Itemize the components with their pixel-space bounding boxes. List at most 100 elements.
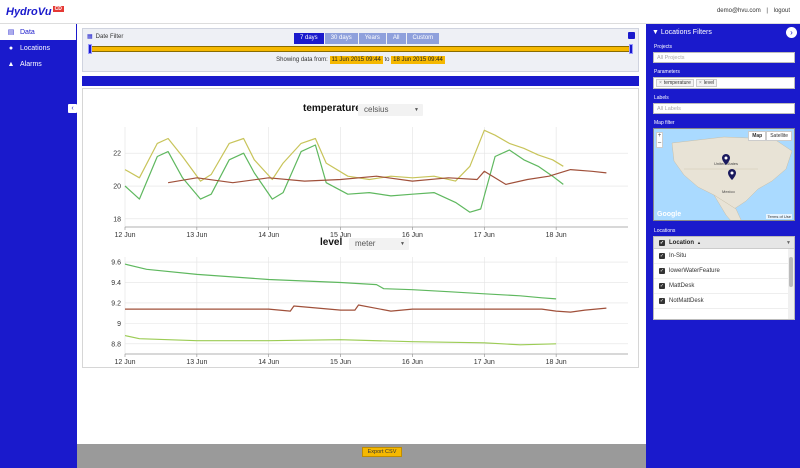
temperature-chart: 18 20 22 12 Jun 13 Jun 14 Jun 15 Jun 16 Jun 17 J… — [113, 127, 628, 239]
minimize-icon[interactable] — [628, 32, 635, 39]
sort-asc-icon[interactable]: ▲ — [697, 240, 701, 245]
filter-icon: ▼ — [652, 29, 659, 36]
row-checkbox[interactable]: ✓ — [659, 253, 665, 259]
location-name: MattDesk — [669, 283, 695, 289]
select-all-checkbox[interactable]: ✓ — [659, 239, 665, 246]
level-unit-select[interactable]: meter ▼ — [349, 238, 409, 250]
app-logo[interactable]: HydroVu CD — [6, 6, 64, 18]
user-email[interactable]: demo@hvu.com — [716, 8, 761, 14]
x-tick-label: 14 Jun — [258, 359, 279, 366]
row-checkbox[interactable]: ✓ — [659, 283, 665, 289]
y-tick-label: 18 — [113, 216, 121, 223]
map-filter-label: Map filter — [654, 120, 675, 126]
sidebar-item-data[interactable]: ▤ Data — [0, 24, 76, 40]
map-land — [671, 136, 793, 220]
tab-custom[interactable]: Custom — [406, 33, 440, 44]
export-csv-button[interactable]: Export CSV — [362, 447, 402, 457]
zoom-controls[interactable]: + – — [656, 132, 663, 148]
slider-start-handle[interactable] — [88, 44, 92, 54]
parameters-input[interactable]: × temperature × level — [653, 77, 795, 89]
google-logo: Google — [657, 211, 682, 218]
column-menu-icon[interactable]: ▼ — [786, 239, 791, 246]
locations-table: ✓ Location ▲ ▼ ✓ In-Situ ✓ lowerWaterFeatu… — [653, 236, 795, 320]
locations-label: Locations — [654, 228, 676, 234]
location-column-header[interactable]: Location — [669, 239, 694, 246]
labels-input[interactable]: All Labels — [653, 103, 795, 114]
location-name: NotMattDesk — [669, 298, 704, 304]
zoom-out-icon[interactable]: – — [657, 140, 662, 146]
y-tick-label: 9 — [117, 321, 121, 328]
x-tick-label: 17 Jun — [474, 359, 495, 366]
left-sidebar: ▤ Data ● Locations ▲ Alarms ‹ — [0, 24, 77, 468]
tab-30-days[interactable]: 30 days — [324, 33, 358, 44]
row-checkbox[interactable]: ✓ — [659, 298, 665, 304]
x-tick-label: 12 Jun — [114, 232, 135, 239]
range-to-word: to — [384, 57, 390, 63]
series-line-1 — [124, 144, 564, 213]
range-from: 11 Jun 2015 09:44 — [329, 56, 383, 64]
tab-all[interactable]: All — [386, 33, 406, 44]
map-filter[interactable]: + – Map Satellite United States Mexico G… — [653, 128, 795, 221]
map-pin-icon: ● — [8, 44, 14, 52]
date-filter-title: ▦ Date Filter — [87, 33, 123, 40]
chevron-right-icon[interactable]: › — [786, 27, 797, 38]
location-row[interactable]: ✓ In-Situ — [654, 249, 794, 264]
map-label-mexico: Mexico — [722, 189, 735, 194]
chevron-left-icon[interactable]: ‹ — [68, 104, 77, 113]
parameter-tag[interactable]: × temperature — [656, 79, 694, 87]
parameters-label: Parameters — [654, 69, 680, 75]
sidebar-item-label: Data — [20, 28, 35, 36]
locations-scrollbar[interactable] — [788, 249, 794, 319]
projects-label: Projects — [654, 44, 673, 50]
location-row[interactable]: ✓ NotMattDesk — [654, 294, 794, 309]
x-tick-label: 15 Jun — [330, 232, 351, 239]
tab-map[interactable]: Map — [748, 131, 767, 141]
map-pin-icon[interactable] — [728, 169, 736, 180]
divider: | — [766, 8, 768, 14]
tab-7-days[interactable]: 7 days — [294, 33, 324, 44]
row-checkbox[interactable]: ✓ — [659, 268, 665, 274]
logout-link[interactable]: logout — [773, 8, 790, 14]
series-line-2 — [124, 335, 557, 346]
location-name: lowerWaterFeature — [669, 268, 720, 274]
x-tick-label: 12 Jun — [114, 359, 135, 366]
series-line-0 — [124, 263, 557, 300]
logo-badge: CD — [52, 6, 64, 12]
temperature-unit-select[interactable]: celsius ▼ — [358, 104, 423, 116]
filter-panel-title: ▼ Locations Filters — [652, 29, 712, 36]
tab-satellite[interactable]: Satellite — [766, 131, 792, 141]
terms-link[interactable]: Terms of Use — [766, 214, 792, 219]
locations-filter-panel: ▼ Locations Filters › Projects All Proje… — [648, 24, 800, 468]
chart-icon: ▤ — [7, 29, 15, 36]
close-icon[interactable]: × — [659, 80, 662, 86]
sidebar-item-locations[interactable]: ● Locations — [0, 40, 76, 56]
y-tick-label: 22 — [113, 151, 121, 158]
sidebar-item-alarms[interactable]: ▲ Alarms — [0, 56, 76, 72]
parameter-tag[interactable]: × level — [695, 79, 718, 87]
temperature-unit-value: celsius — [364, 105, 389, 114]
date-range-tabs: 7 days 30 days Years All Custom — [294, 33, 440, 44]
chart-section-header — [82, 76, 639, 86]
chevron-down-icon: ▼ — [414, 107, 419, 113]
level-chart: 8.8 9 9.2 9.4 9.6 12 Jun 13 Jun 14 Jun 15 Jun 16 … — [111, 257, 628, 366]
chevron-down-icon: ▼ — [400, 241, 405, 247]
scrollbar-thumb[interactable] — [789, 257, 793, 287]
x-tick-label: 16 Jun — [402, 232, 423, 239]
location-row[interactable]: ✓ lowerWaterFeature — [654, 264, 794, 279]
slider-end-handle[interactable] — [629, 44, 633, 54]
location-row[interactable]: ✓ MattDesk — [654, 279, 794, 294]
series-line-0 — [124, 129, 564, 182]
parameter-tag-label: temperature — [663, 80, 691, 86]
map-pin-icon[interactable] — [722, 154, 730, 165]
close-icon[interactable]: × — [698, 80, 702, 86]
projects-input[interactable]: All Projects — [653, 52, 795, 63]
date-range-slider[interactable] — [88, 44, 633, 54]
y-tick-label: 8.8 — [111, 341, 121, 348]
bell-icon: ▲ — [7, 60, 15, 68]
tab-years[interactable]: Years — [358, 33, 386, 44]
sidebar-item-label: Locations — [20, 44, 50, 52]
x-tick-label: 18 Jun — [546, 232, 567, 239]
x-tick-label: 14 Jun — [258, 232, 279, 239]
x-tick-label: 13 Jun — [186, 359, 207, 366]
zoom-in-icon[interactable]: + — [657, 133, 662, 139]
